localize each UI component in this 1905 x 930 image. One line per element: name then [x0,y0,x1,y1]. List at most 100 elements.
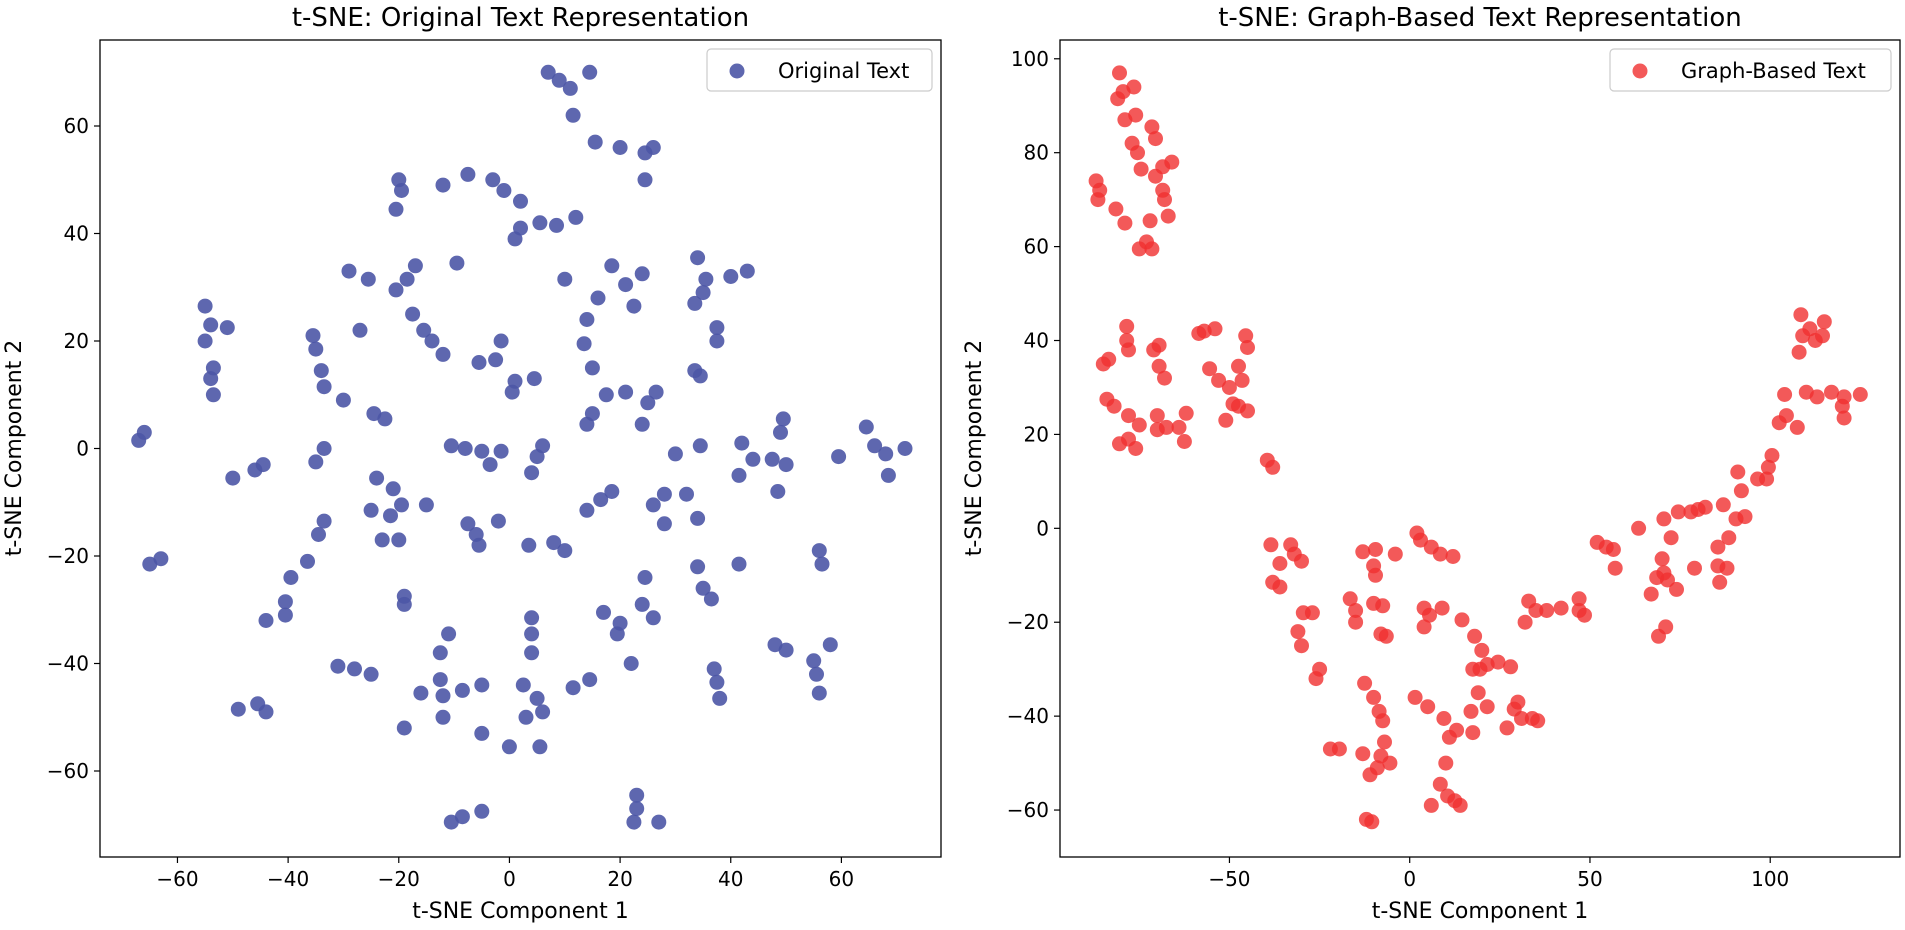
data-point [1449,722,1465,738]
data-point [363,502,379,518]
data-point [1416,619,1432,635]
data-point [576,336,592,352]
data-point [667,446,683,462]
data-point [1764,448,1780,463]
data-point [1126,79,1142,95]
data-point [778,457,794,473]
data-point [764,451,780,467]
data-point [1112,65,1127,81]
data-point [407,258,423,274]
data-point [546,535,562,551]
data-point [485,172,501,188]
data-point [230,701,246,717]
data-point [629,787,645,803]
data-point [640,395,656,411]
data-point [858,419,874,435]
data-point [205,360,221,376]
data-point [1342,591,1358,607]
data-point [1355,746,1371,762]
data-point [1240,403,1255,419]
data-point [255,457,271,473]
data-point [626,814,642,830]
data-point [1697,499,1713,515]
data-point [692,368,708,384]
data-point [1643,586,1659,602]
data-point [524,626,540,642]
data-point [311,527,326,542]
data-point [1207,321,1223,337]
y-tick-label: −60 [47,759,89,783]
data-point [1631,520,1647,536]
data-point [1607,560,1623,576]
data-point [1816,314,1832,330]
data-point [388,201,404,217]
x-tick-label: 40 [718,867,743,891]
data-point [524,465,540,481]
data-point [637,570,653,585]
data-point [1824,384,1839,400]
data-point [1733,483,1749,499]
data-point [1117,215,1133,231]
data-point [878,446,894,462]
data-point [1369,760,1385,776]
data-point [313,363,329,379]
data-point [584,406,600,422]
data-point [656,516,672,532]
data-point [1119,318,1135,334]
y-tick-label: 100 [1011,47,1049,71]
data-point [330,658,346,674]
data-point [1413,532,1428,548]
data-point [1802,321,1818,337]
data-point [584,360,600,376]
data-point [300,553,315,569]
data-point [1375,713,1391,729]
x-tick-label: 60 [829,867,854,891]
data-point [1121,342,1136,358]
data-point [1160,208,1176,224]
data-point [416,322,432,338]
data-point [432,672,448,688]
y-tick-label: −20 [47,544,89,568]
data-point [703,591,719,607]
data-point [1348,614,1364,630]
data-point [142,556,158,572]
data-point [1092,182,1108,198]
data-point [1157,192,1172,208]
data-point [277,594,293,610]
data-point [383,508,398,524]
data-point [1234,372,1250,388]
data-point [1670,504,1686,520]
data-point [1663,530,1679,546]
data-point [687,295,703,311]
data-point [1387,546,1403,562]
data-point [460,516,476,532]
data-point [1432,546,1448,562]
data-point [1171,419,1187,435]
data-point [435,709,451,725]
legend-box [706,48,933,92]
data-point [1304,605,1320,621]
y-tick-label: 20 [1024,422,1049,446]
data-point [557,271,573,287]
data-point [435,346,451,362]
data-point [1530,713,1546,729]
data-point [1355,544,1371,560]
data-point [579,312,595,327]
data-point [618,384,634,400]
data-point [352,322,368,338]
data-point [515,677,531,693]
data-point [521,537,537,553]
data-point [1539,603,1555,618]
data-point [518,709,534,725]
data-point [490,513,506,529]
data-point [1121,408,1136,424]
data-point [385,481,401,497]
data-point [258,613,274,628]
data-point [316,513,332,529]
data-point [712,690,728,706]
data-point [1660,572,1675,588]
legend-label: Graph-Based Text [1681,59,1866,83]
data-point [474,443,490,459]
data-point [1553,600,1569,616]
data-point [648,384,664,400]
